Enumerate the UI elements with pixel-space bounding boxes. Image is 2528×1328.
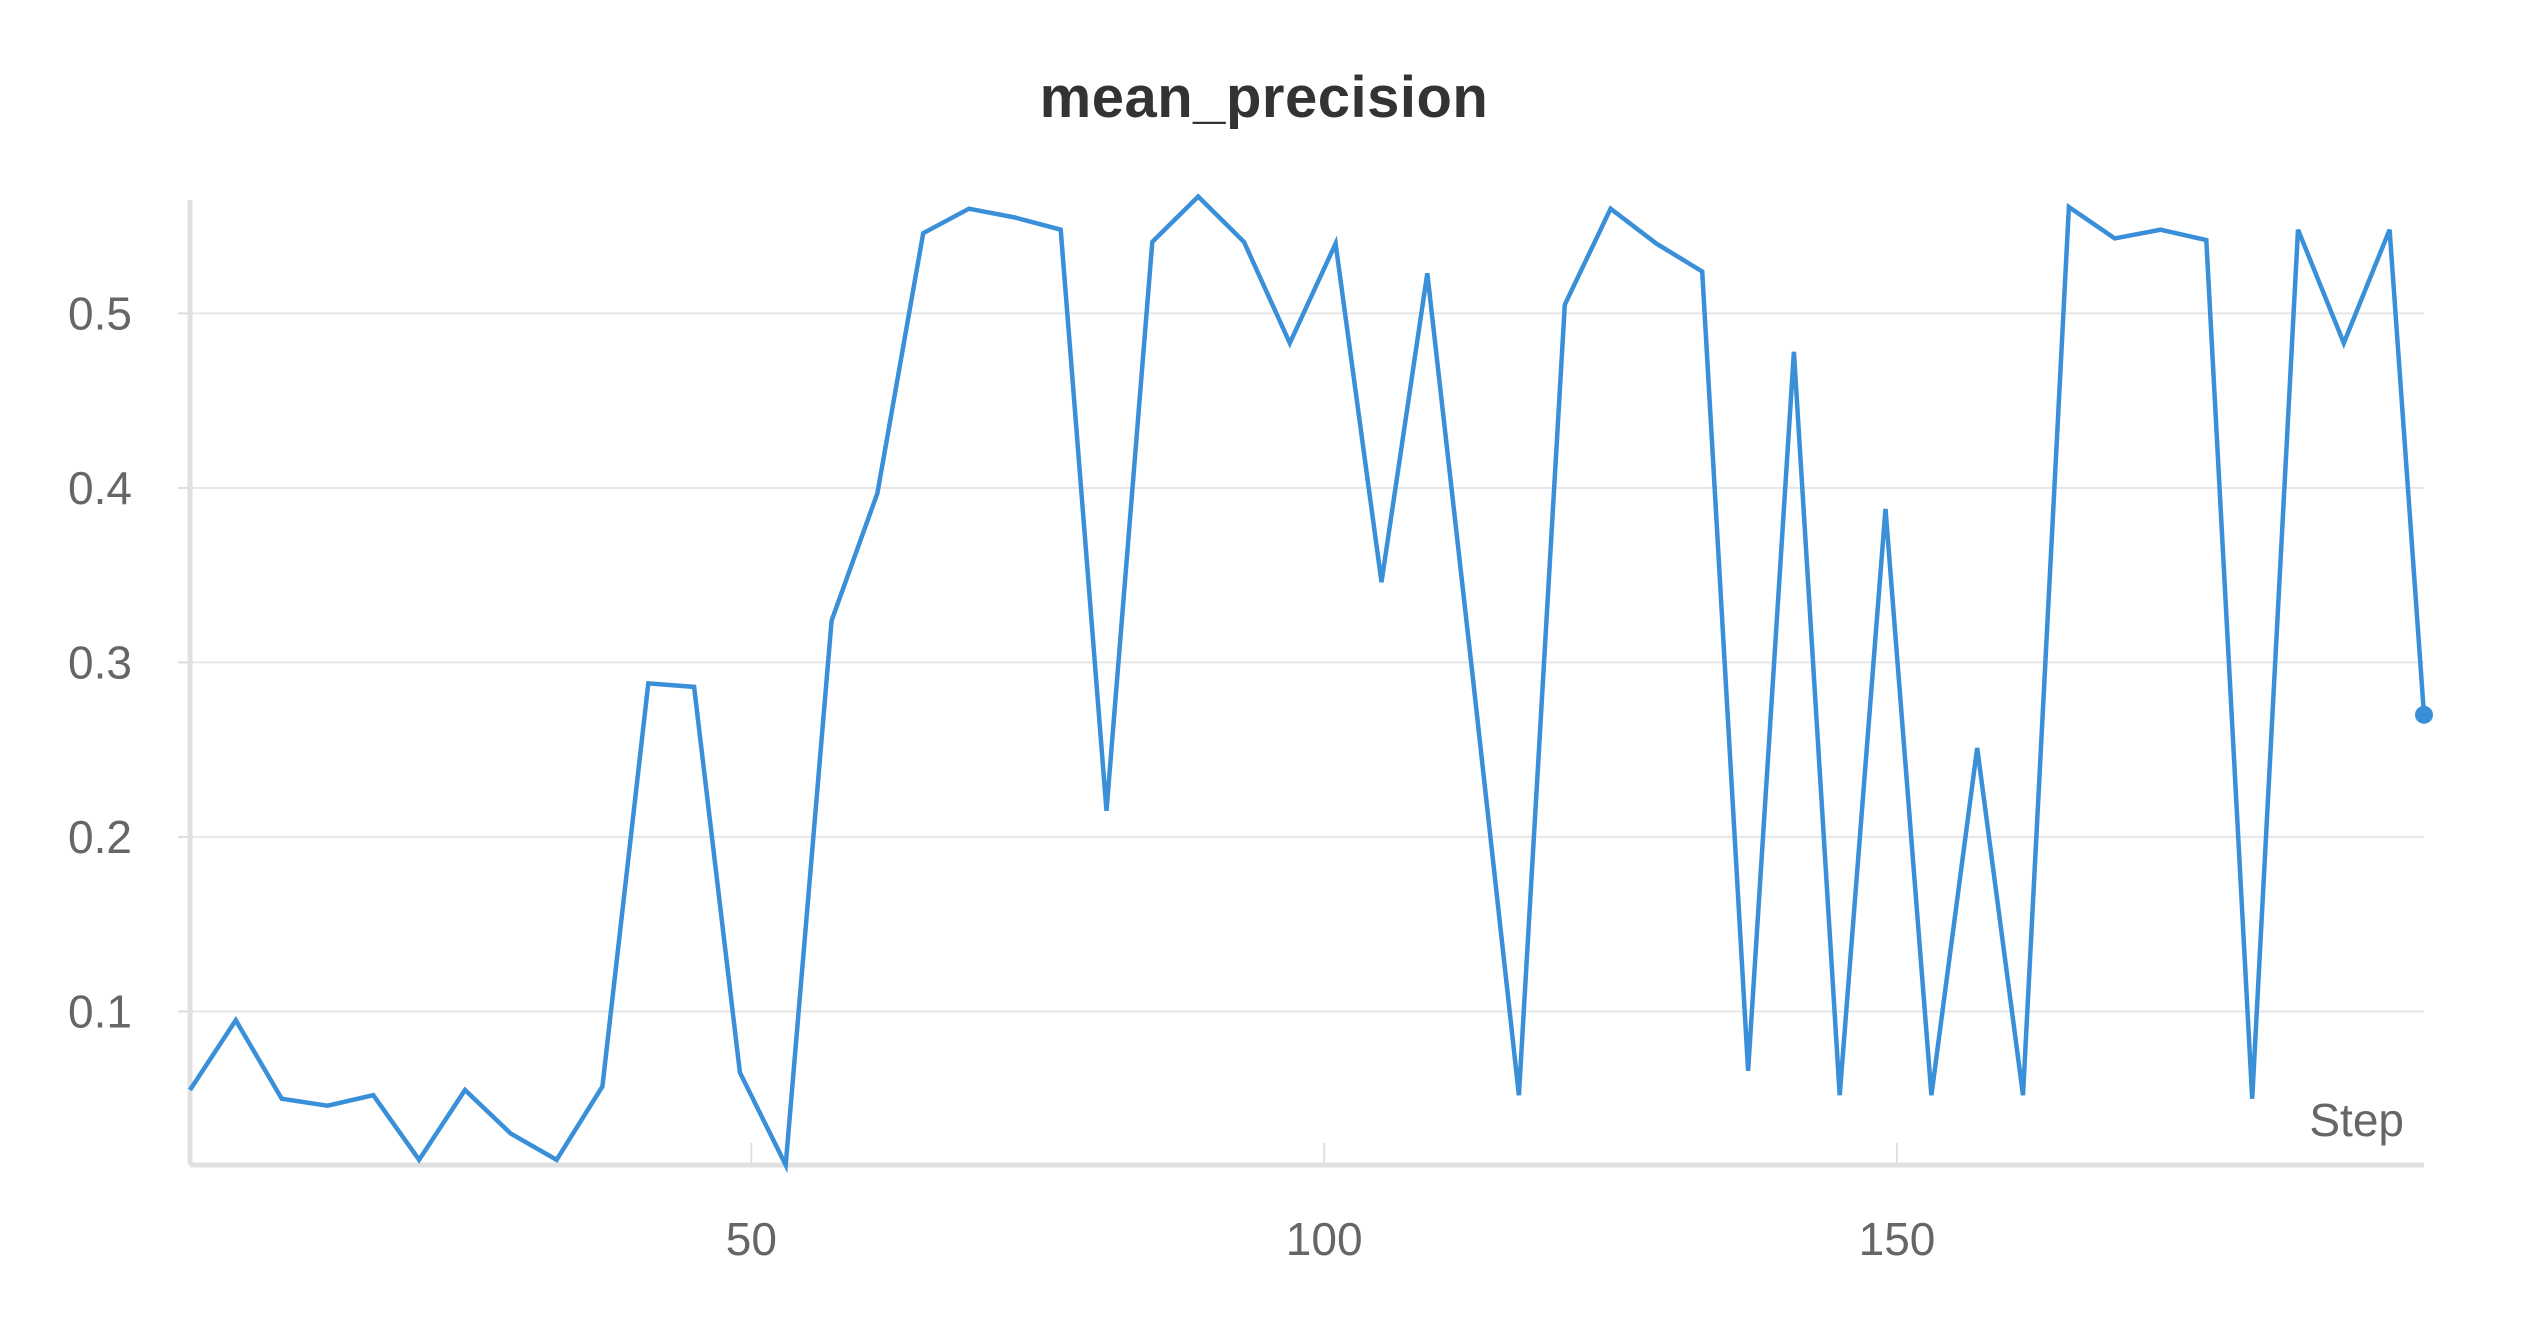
grid-layer xyxy=(190,312,2424,1013)
x-tick-label: 150 xyxy=(1859,1213,1936,1265)
series-layer xyxy=(188,193,2433,1174)
y-tick-label: 0.2 xyxy=(68,811,132,863)
last-point-marker xyxy=(2415,705,2433,724)
series-line xyxy=(188,193,2427,1174)
x-tick-label: 50 xyxy=(726,1213,777,1265)
y-tick-label: 0.5 xyxy=(68,287,132,339)
axis-layer: 0.1 0.2 0.3 0.4 0.5 50 100 150 xyxy=(68,200,2424,1265)
chart-title: mean_precision xyxy=(1039,65,1489,130)
y-tick-label: 0.4 xyxy=(68,462,132,514)
y-tick-label: 0.3 xyxy=(68,636,132,688)
y-tick-label: 0.1 xyxy=(68,985,132,1037)
x-axis-label: Step xyxy=(2309,1094,2404,1146)
x-tick-label: 100 xyxy=(1286,1213,1363,1265)
